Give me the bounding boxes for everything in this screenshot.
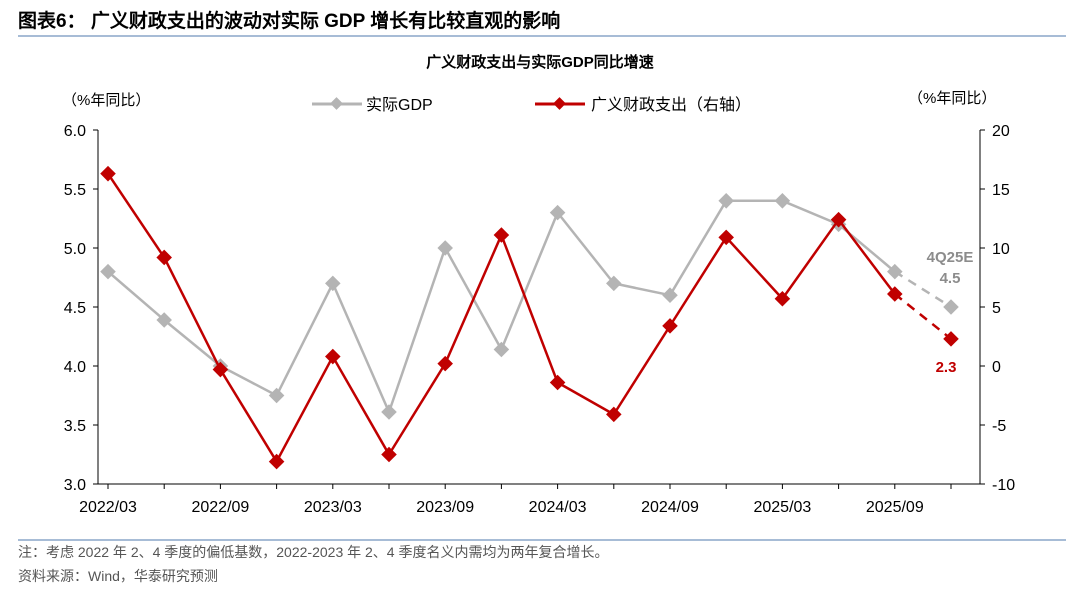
left-tick-label: 4.0	[64, 359, 86, 376]
line-segment	[725, 236, 784, 300]
data-point	[212, 361, 229, 378]
x-tick-label: 2025/09	[866, 499, 924, 516]
legend: 实际GDP 广义财政支出（右轴）	[312, 96, 751, 114]
data-point	[662, 287, 678, 303]
data-point	[156, 312, 172, 328]
right-tick-label: 20	[992, 123, 1010, 140]
line-segment	[444, 234, 503, 365]
left-axis-label: （%年同比）	[62, 92, 150, 109]
forecast-segment	[894, 293, 952, 340]
chart-title: 广义财政支出与实际GDP同比增速	[426, 53, 654, 71]
data-point	[943, 299, 959, 315]
line-segment	[275, 355, 334, 463]
annotation-gdp-label: 4Q25E	[927, 249, 974, 266]
annotation-gdp-value: 4.5	[940, 270, 961, 287]
legend-fiscal-label: 广义财政支出（右轴）	[591, 96, 751, 114]
right-tick-label: 15	[992, 182, 1010, 199]
right-tick-label: 10	[992, 241, 1010, 258]
data-point	[718, 193, 734, 209]
line-segment	[500, 212, 559, 350]
line-segment	[163, 319, 222, 367]
data-point	[268, 387, 285, 404]
data-point	[381, 404, 397, 420]
data-point	[774, 193, 791, 209]
data-point	[325, 348, 341, 365]
left-tick-label: 3.0	[64, 477, 86, 494]
legend-gdp-label: 实际GDP	[366, 96, 433, 114]
data-point	[830, 211, 847, 228]
line-segment	[219, 368, 278, 463]
line-segment	[275, 282, 334, 397]
left-tick-label: 4.5	[64, 300, 86, 317]
data-point	[493, 227, 510, 243]
line-segment	[781, 199, 840, 226]
data-point	[381, 446, 397, 463]
data-point	[268, 453, 285, 470]
data-point	[100, 165, 116, 182]
data-point	[156, 249, 172, 266]
note-text: 注：考虑 2022 年 2、4 季度的偏低基数，2022-2023 年 2、4 …	[18, 544, 608, 560]
figure-title: 图表6： 广义财政支出的波动对实际 GDP 增长有比较直观的影响	[18, 9, 560, 32]
left-tick-label: 6.0	[64, 123, 86, 140]
line-segment	[107, 270, 166, 321]
data-point	[549, 374, 566, 391]
source-text: 资料来源：Wind，华泰研究预测	[18, 568, 218, 584]
line-segment	[163, 256, 222, 371]
data-point	[549, 204, 566, 221]
right-axis-label: （%年同比）	[908, 90, 996, 107]
right-tick-label: -5	[992, 418, 1006, 435]
x-tick-label: 2023/03	[304, 499, 362, 516]
right-tick-label: 0	[992, 359, 1001, 376]
line-segment	[556, 381, 615, 416]
data-point	[325, 275, 341, 292]
line-segment	[781, 218, 840, 300]
x-tick-label: 2022/03	[79, 499, 137, 516]
line-segment	[219, 364, 278, 397]
annotation-fiscal-value: 2.3	[936, 359, 957, 376]
line-segment	[387, 247, 447, 413]
legend-gdp-marker	[330, 97, 343, 110]
x-tick-label: 2024/09	[641, 499, 699, 516]
line-segment	[612, 325, 672, 416]
line-segment	[613, 282, 671, 297]
data-point	[718, 229, 734, 246]
x-tick-label: 2024/03	[529, 499, 587, 516]
line-segment	[331, 355, 391, 456]
left-tick-label: 3.5	[64, 418, 86, 435]
data-point	[493, 341, 510, 358]
left-tick-label: 5.5	[64, 182, 86, 199]
left-tick-label: 5.0	[64, 241, 86, 258]
data-point	[437, 240, 453, 256]
line-segment	[331, 282, 391, 413]
line-segment	[556, 211, 615, 285]
forecast-segment	[894, 270, 952, 309]
line-segment	[106, 172, 166, 259]
data-point	[437, 355, 453, 372]
line-segment	[500, 234, 559, 383]
x-tick-label: 2022/09	[191, 499, 249, 516]
data-point	[606, 406, 622, 423]
line-segment	[668, 236, 728, 327]
legend-fiscal-marker	[553, 97, 566, 110]
right-tick-label: 5	[992, 300, 1001, 317]
right-tick-label: -10	[992, 477, 1015, 494]
data-point	[662, 318, 678, 334]
line-segment	[837, 218, 896, 295]
x-tick-label: 2023/09	[416, 499, 474, 516]
series-fiscal	[100, 165, 959, 470]
line-segment	[387, 362, 447, 456]
x-tick-label: 2025/03	[753, 499, 811, 516]
line-segment	[668, 200, 728, 296]
